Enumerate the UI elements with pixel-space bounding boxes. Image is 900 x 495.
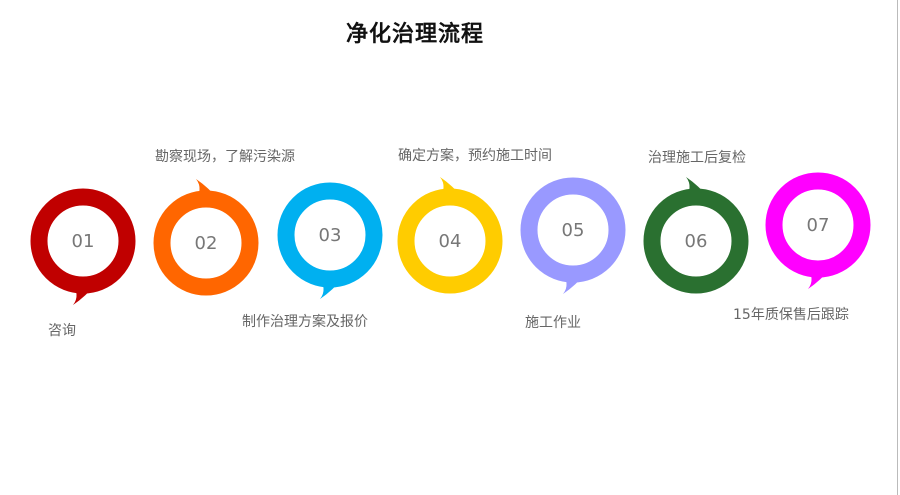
step-number: 06 (685, 231, 708, 252)
right-border (897, 0, 898, 495)
step-ring (520, 177, 626, 283)
step-number: 02 (195, 233, 218, 254)
step-04-label: 确定方案，预约施工时间 (398, 148, 552, 164)
step-07-badge: 07 (765, 172, 871, 289)
step-02-badge: 02 (153, 179, 259, 296)
step-number: 07 (807, 215, 830, 236)
step-ring (30, 188, 136, 294)
step-number: 05 (562, 220, 585, 241)
step-number: 01 (72, 231, 95, 252)
step-ring (765, 172, 871, 278)
step-03-label: 制作治理方案及报价 (242, 314, 368, 330)
step-ring (643, 188, 749, 294)
step-ring (397, 188, 503, 294)
step-number: 04 (439, 231, 462, 252)
step-ring (277, 182, 383, 288)
step-04-badge: 04 (397, 177, 503, 294)
step-05-label: 施工作业 (525, 315, 581, 331)
step-number: 03 (319, 225, 342, 246)
step-03-badge: 03 (277, 182, 383, 299)
step-ring (153, 190, 259, 296)
step-06-label: 治理施工后复检 (648, 150, 746, 166)
step-02-label: 勘察现场，了解污染源 (155, 149, 295, 165)
step-07-label: 15年质保售后跟踪 (733, 307, 849, 323)
page-title: 净化治理流程 (345, 21, 484, 47)
step-01-label: 咨询 (48, 323, 76, 339)
step-06-badge: 06 (643, 177, 749, 294)
step-05-badge: 05 (520, 177, 626, 294)
step-01-badge: 01 (30, 188, 136, 305)
